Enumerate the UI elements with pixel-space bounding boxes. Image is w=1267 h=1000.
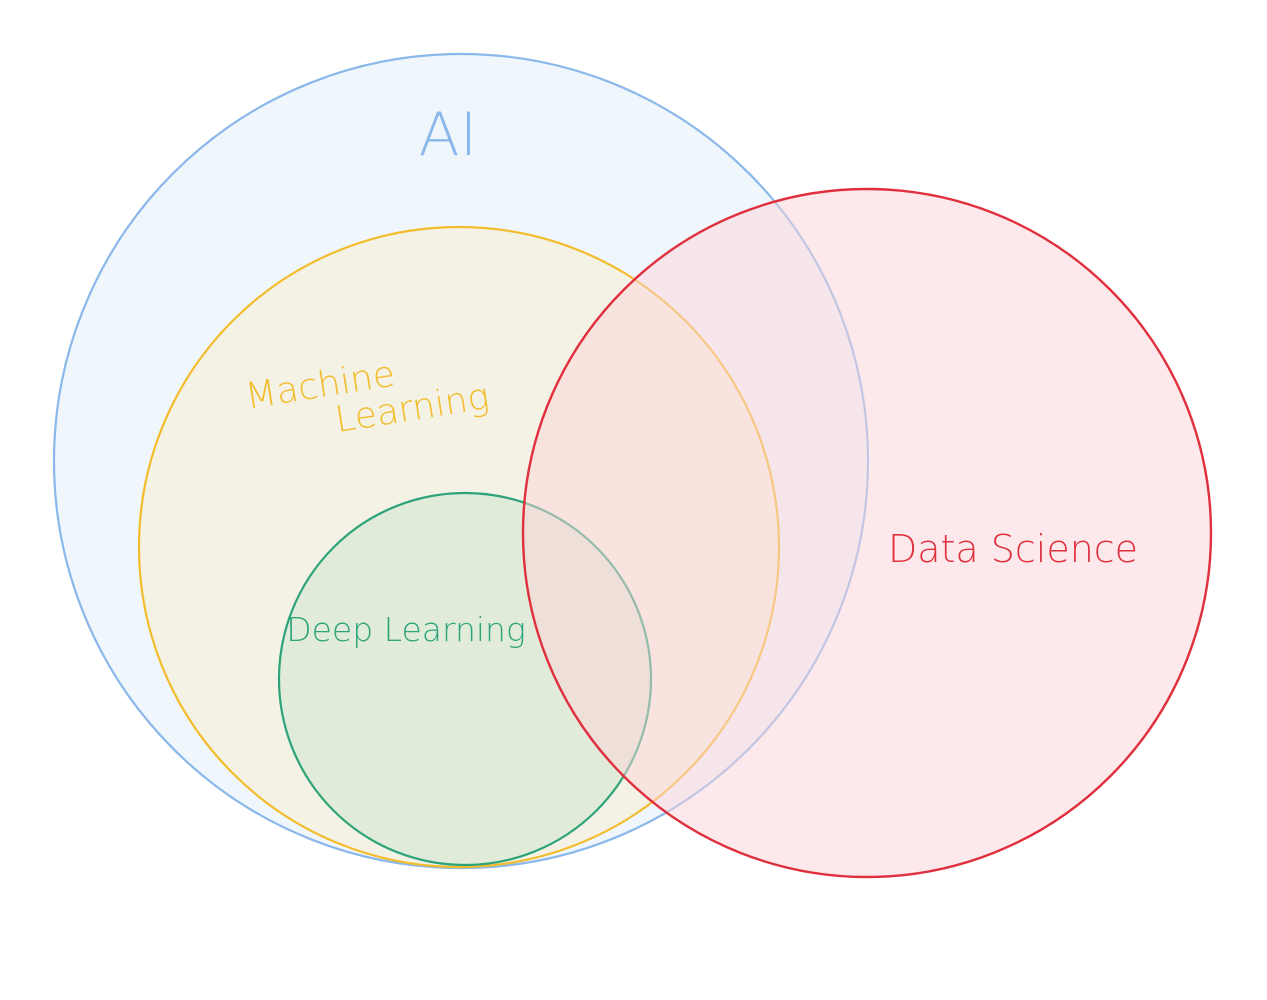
data-science-label: Data Science (888, 527, 1138, 571)
set-data-science: Data Science (521, 187, 1213, 879)
ai-label: AI (419, 100, 478, 170)
deep-learning-label: Deep Learning (286, 610, 526, 649)
data-science-circle (521, 187, 1213, 879)
